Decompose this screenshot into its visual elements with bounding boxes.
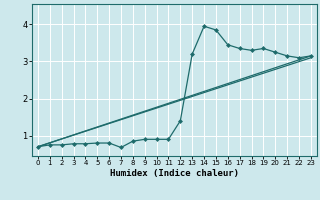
X-axis label: Humidex (Indice chaleur): Humidex (Indice chaleur) <box>110 169 239 178</box>
